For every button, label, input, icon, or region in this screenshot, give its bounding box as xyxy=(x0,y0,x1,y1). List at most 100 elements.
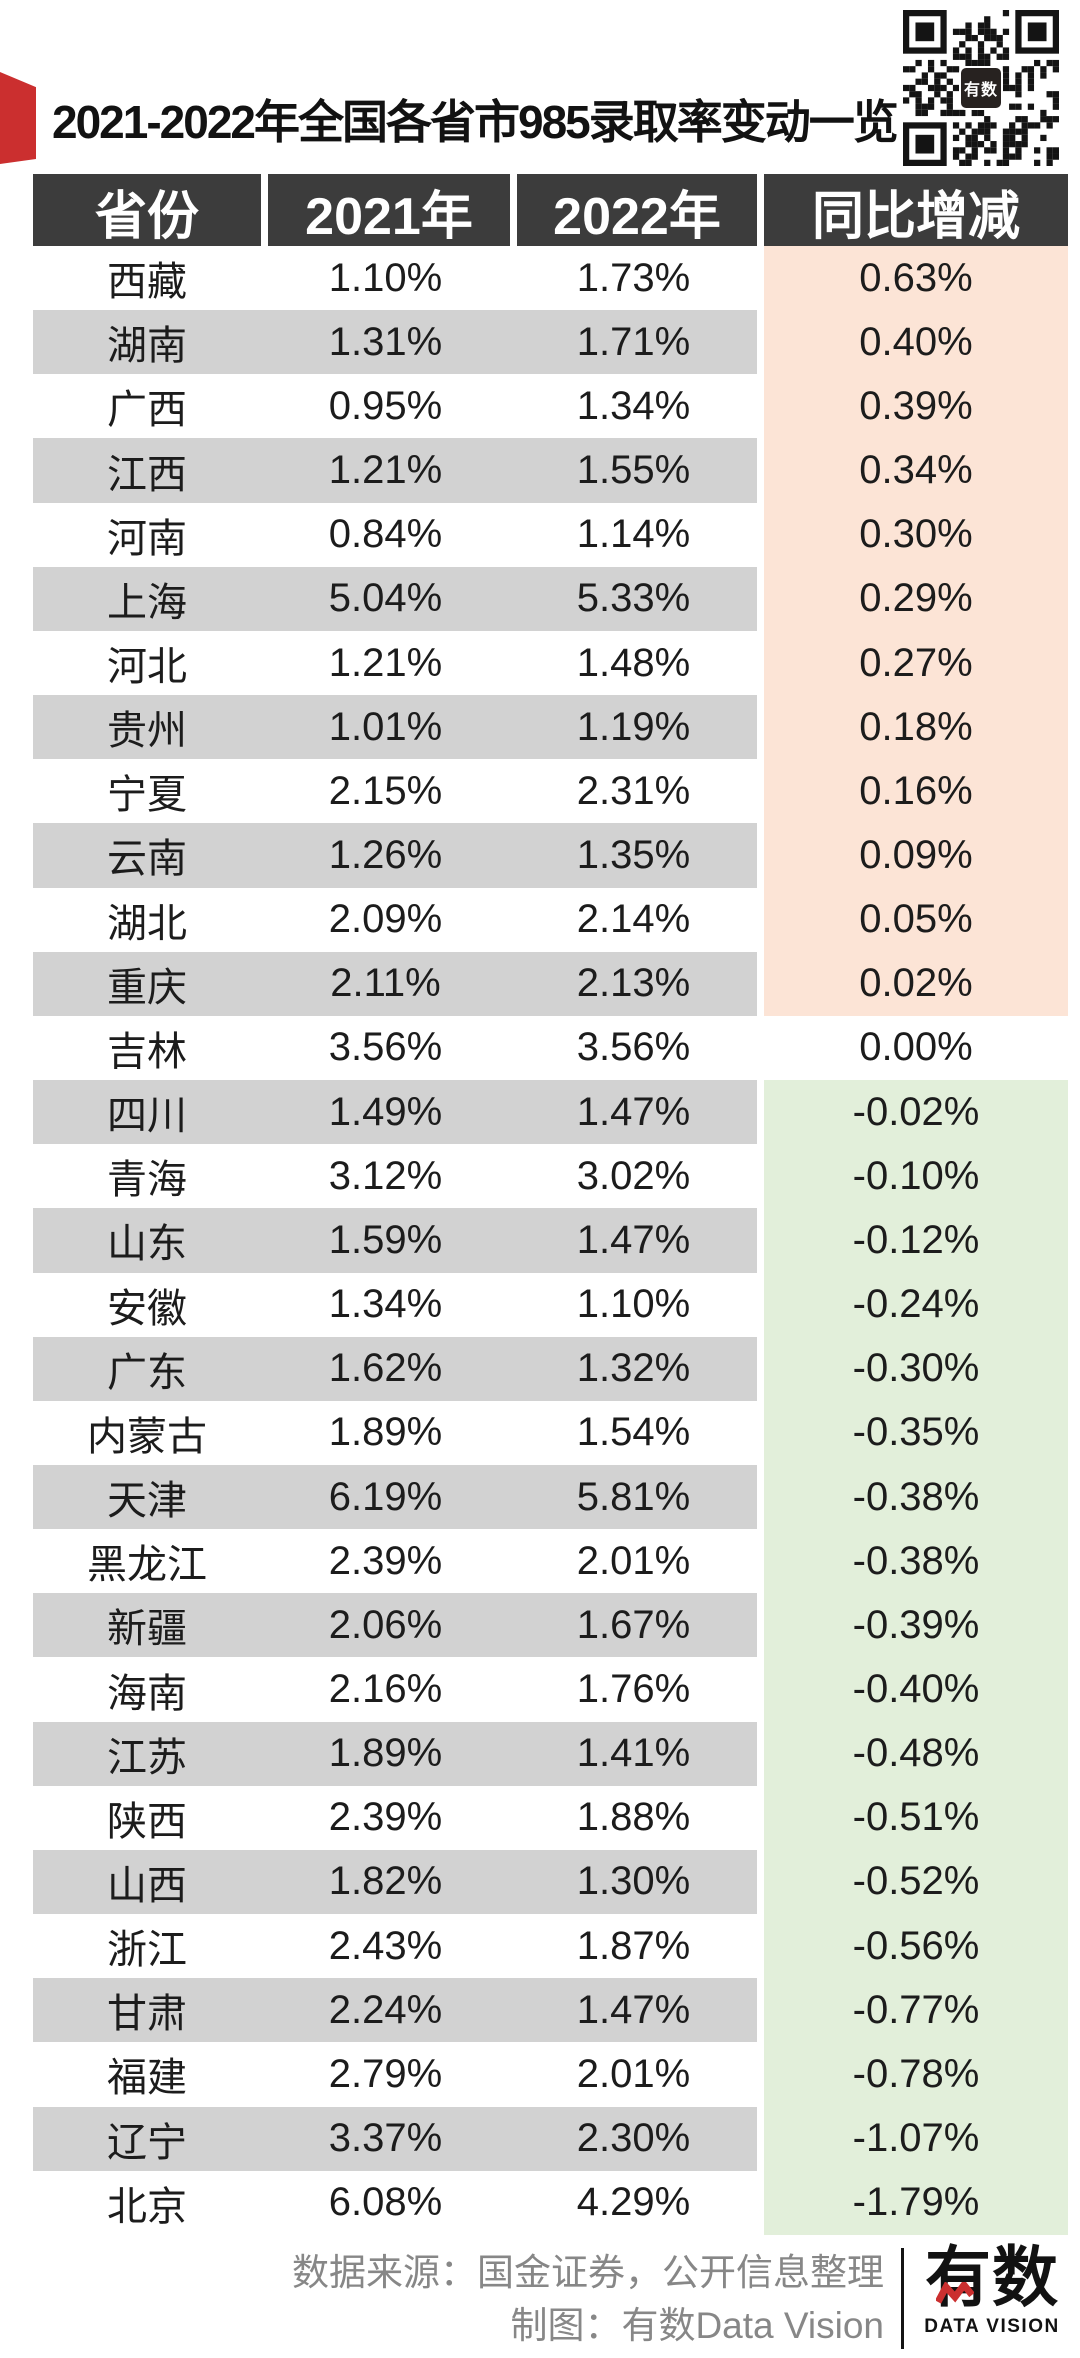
rate-2022-cell: 1.47% xyxy=(576,1089,691,1134)
table-row: 内蒙古 1.89% 1.54% -0.35% xyxy=(33,1400,1068,1465)
rate-2021-cell: 3.37% xyxy=(328,2116,443,2161)
qr-code: 有数 xyxy=(903,10,1059,166)
rate-2021-cell: 2.24% xyxy=(328,1987,443,2032)
province-cell: 贵州 xyxy=(107,709,187,754)
province-cell: 宁夏 xyxy=(107,773,187,818)
delta-cell: -0.38% xyxy=(764,1529,1068,1594)
province-cell: 陕西 xyxy=(107,1799,187,1844)
table-row: 宁夏 2.15% 2.31% 0.16% xyxy=(33,759,1068,824)
province-cell: 江西 xyxy=(107,452,187,497)
footer-notes: 数据来源：国金证券，公开信息整理 制图：有数Data Vision xyxy=(0,2246,884,2352)
row-stripe-band: 西藏 1.10% 1.73% xyxy=(33,246,757,311)
province-cell: 安徽 xyxy=(107,1286,187,1331)
delta-cell: -0.24% xyxy=(764,1272,1068,1337)
delta-cell: -0.51% xyxy=(764,1785,1068,1850)
table-header-row: 省份 2021年 2022年 同比增减 xyxy=(33,174,1068,249)
row-stripe-band: 甘肃 2.24% 1.47% xyxy=(33,1978,757,2043)
rate-2021-cell: 1.21% xyxy=(328,640,443,685)
province-cell: 广西 xyxy=(107,388,187,433)
row-stripe-band: 福建 2.79% 2.01% xyxy=(33,2042,757,2107)
province-cell: 云南 xyxy=(107,837,187,882)
row-stripe-band: 江西 1.21% 1.55% xyxy=(33,438,757,503)
province-cell: 重庆 xyxy=(107,965,187,1010)
table-row: 浙江 2.43% 1.87% -0.56% xyxy=(33,1914,1068,1979)
table-row: 天津 6.19% 5.81% -0.38% xyxy=(33,1464,1068,1530)
table-row: 云南 1.26% 1.35% 0.09% xyxy=(33,823,1068,888)
table-row: 安徽 1.34% 1.10% -0.24% xyxy=(33,1272,1068,1337)
rate-2022-cell: 1.30% xyxy=(576,1859,691,1904)
table-row: 重庆 2.11% 2.13% 0.02% xyxy=(33,951,1068,1016)
row-stripe-band: 陕西 2.39% 1.88% xyxy=(33,1785,757,1850)
row-stripe-band: 湖南 1.31% 1.71% xyxy=(33,310,757,375)
delta-cell: -0.48% xyxy=(764,1721,1068,1786)
rate-2022-cell: 2.13% xyxy=(576,961,691,1006)
row-stripe-band: 湖北 2.09% 2.14% xyxy=(33,887,757,952)
rate-2021-cell: 2.09% xyxy=(328,897,443,942)
rate-2021-cell: 2.43% xyxy=(328,1923,443,1968)
rate-2022-cell: 1.34% xyxy=(576,383,691,428)
rate-2021-cell: 6.19% xyxy=(328,1474,443,1519)
table-body: 西藏 1.10% 1.73% 0.63% 湖南 1.31% 1.71% 0.40… xyxy=(33,246,1068,2235)
rate-2021-cell: 1.89% xyxy=(328,1410,443,1455)
province-cell: 甘肃 xyxy=(107,1992,187,2037)
rate-2021-cell: 2.16% xyxy=(328,1667,443,1712)
table-row: 广东 1.62% 1.32% -0.30% xyxy=(33,1336,1068,1401)
table-row: 陕西 2.39% 1.88% -0.51% xyxy=(33,1785,1068,1850)
rate-2022-cell: 1.47% xyxy=(576,1217,691,1262)
rate-2021-cell: 2.79% xyxy=(328,2051,443,2096)
row-stripe-band: 内蒙古 1.89% 1.54% xyxy=(33,1400,757,1465)
table-row: 江苏 1.89% 1.41% -0.48% xyxy=(33,1721,1068,1786)
row-stripe-band: 河北 1.21% 1.48% xyxy=(33,630,757,696)
rate-2021-cell: 1.31% xyxy=(328,319,443,364)
rate-2022-cell: 1.88% xyxy=(576,1795,691,1840)
delta-cell: 0.18% xyxy=(764,695,1068,760)
row-stripe-band: 黑龙江 2.39% 2.01% xyxy=(33,1529,757,1594)
delta-cell: -0.39% xyxy=(764,1593,1068,1658)
delta-cell: 0.34% xyxy=(764,438,1068,503)
delta-cell: 0.27% xyxy=(764,630,1068,696)
row-stripe-band: 浙江 2.43% 1.87% xyxy=(33,1914,757,1979)
brand-logo-text: 有数 xyxy=(916,2240,1068,2314)
province-cell: 江苏 xyxy=(107,1735,187,1780)
row-stripe-band: 海南 2.16% 1.76% xyxy=(33,1657,757,1722)
delta-cell: 0.40% xyxy=(764,310,1068,375)
row-stripe-band: 广西 0.95% 1.34% xyxy=(33,374,757,439)
table-row: 黑龙江 2.39% 2.01% -0.38% xyxy=(33,1529,1068,1594)
delta-cell: 0.02% xyxy=(764,951,1068,1016)
table-row: 河北 1.21% 1.48% 0.27% xyxy=(33,630,1068,696)
province-cell: 上海 xyxy=(107,580,187,625)
brand-logo: 有数 DATA VISION xyxy=(916,2240,1068,2338)
rate-2021-cell: 1.62% xyxy=(328,1346,443,1391)
table-row: 湖南 1.31% 1.71% 0.40% xyxy=(33,310,1068,375)
province-cell: 山东 xyxy=(107,1222,187,1267)
province-cell: 黑龙江 xyxy=(87,1543,207,1588)
brand-logo-characters: 有数 xyxy=(925,2240,1059,2314)
table-row: 山西 1.82% 1.30% -0.52% xyxy=(33,1849,1068,1915)
admission-rate-table: 省份 2021年 2022年 同比增减 西藏 1.10% 1.73% 0.63%… xyxy=(33,174,1068,2235)
rate-2022-cell: 3.56% xyxy=(576,1025,691,1070)
rate-2022-cell: 1.71% xyxy=(576,319,691,364)
delta-cell: 0.00% xyxy=(764,1015,1068,1081)
delta-cell: -0.38% xyxy=(764,1464,1068,1530)
rate-2021-cell: 3.56% xyxy=(328,1025,443,1070)
rate-2022-cell: 2.30% xyxy=(576,2116,691,2161)
row-stripe-band: 上海 5.04% 5.33% xyxy=(33,566,757,631)
province-cell: 河北 xyxy=(107,645,187,690)
delta-cell: -0.02% xyxy=(764,1080,1068,1145)
rate-2022-cell: 2.31% xyxy=(576,768,691,813)
rate-2022-cell: 3.02% xyxy=(576,1153,691,1198)
row-stripe-band: 新疆 2.06% 1.67% xyxy=(33,1593,757,1658)
row-stripe-band: 辽宁 3.37% 2.30% xyxy=(33,2106,757,2171)
delta-cell: -0.30% xyxy=(764,1336,1068,1401)
delta-cell: -0.35% xyxy=(764,1400,1068,1465)
delta-cell: 0.05% xyxy=(764,887,1068,952)
rate-2022-cell: 1.10% xyxy=(576,1282,691,1327)
row-stripe-band: 贵州 1.01% 1.19% xyxy=(33,695,757,760)
province-cell: 湖北 xyxy=(107,901,187,946)
table-row: 山东 1.59% 1.47% -0.12% xyxy=(33,1208,1068,1273)
table-row: 福建 2.79% 2.01% -0.78% xyxy=(33,2042,1068,2107)
table-row: 河南 0.84% 1.14% 0.30% xyxy=(33,502,1068,567)
table-row: 北京 6.08% 4.29% -1.79% xyxy=(33,2170,1068,2235)
row-stripe-band: 宁夏 2.15% 2.31% xyxy=(33,759,757,824)
rate-2022-cell: 1.76% xyxy=(576,1667,691,1712)
